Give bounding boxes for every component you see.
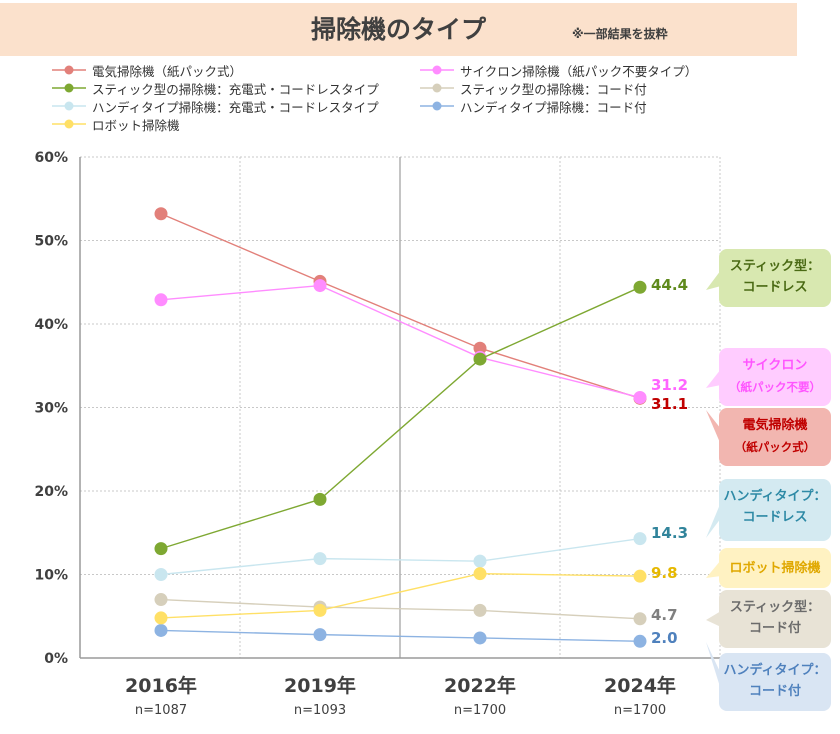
callout-line-1: サイクロン: [742, 358, 808, 373]
legend-label: ハンディタイプ掃除機：充電式・コードレスタイプ: [92, 100, 379, 115]
series-line: [160, 572, 641, 619]
callout-pointer: [706, 560, 721, 578]
legend-marker: [420, 101, 454, 111]
data-label: 44.4: [651, 276, 688, 294]
series-callout: ハンディタイプ： コード付: [719, 653, 831, 711]
callout-line-1: ハンディタイプ：: [723, 663, 827, 678]
legend-marker: [52, 119, 86, 129]
data-point: [633, 532, 647, 546]
series-line: [160, 213, 641, 399]
data-point: [473, 567, 487, 581]
chart-title: 掃除機のタイプ: [310, 15, 486, 44]
data-label: 2.0: [651, 629, 678, 647]
x-tick-label: 2019年: [284, 674, 356, 697]
data-point: [633, 569, 647, 583]
callout-pointer: [706, 369, 721, 388]
excerpt-note: ※一部結果を抜粋: [572, 27, 668, 41]
callout-pointer: [706, 410, 721, 445]
data-point: [633, 280, 647, 294]
data-point: [154, 542, 168, 556]
legend-marker: [420, 83, 454, 93]
title-band: [0, 3, 797, 56]
callout-pointer: [706, 502, 721, 538]
callout-line-1: スティック型：: [729, 259, 821, 274]
callout-line-2: コードレス: [742, 280, 808, 295]
y-tick-label: 30%: [34, 401, 68, 417]
series-line: [160, 286, 641, 550]
series-callout: スティック型： コード付: [719, 590, 831, 648]
sample-size-label: n=1087: [135, 703, 187, 718]
data-point: [473, 554, 487, 568]
legend-label: 電気掃除機（紙パック式）: [92, 64, 243, 79]
sample-size-label: n=1700: [454, 703, 506, 718]
data-point: [154, 207, 168, 221]
x-tick-label: 2024年: [604, 674, 676, 697]
callout-pointer: [706, 270, 721, 290]
legend-label: スティック型の掃除機：コード付: [460, 82, 647, 97]
series-line: [160, 598, 641, 620]
series-callout: サイクロン （紙パック不要）: [719, 348, 831, 406]
data-point: [633, 390, 647, 404]
data-point: [154, 593, 168, 607]
data-point: [633, 612, 647, 626]
series-line: [160, 537, 641, 576]
data-label: 31.2: [651, 376, 688, 394]
legend-marker: [420, 65, 454, 75]
legend-label: スティック型の掃除機：充電式・コードレスタイプ: [92, 82, 379, 97]
callout-line-2: コード付: [748, 621, 801, 636]
series-callout: ロボット掃除機: [719, 548, 831, 588]
callout-line-1: 電気掃除機: [742, 418, 808, 433]
data-label: 9.8: [651, 564, 678, 582]
data-point: [313, 552, 327, 566]
callout-line-2: コードレス: [742, 510, 808, 525]
data-point: [473, 341, 487, 355]
legend-marker: [52, 83, 86, 93]
y-tick-label: 20%: [34, 484, 68, 500]
series-callout: ハンディタイプ： コードレス: [719, 479, 831, 541]
data-label: 31.1: [651, 395, 688, 413]
data-point: [154, 293, 168, 307]
callout-pointer: [706, 642, 721, 690]
callout-line-2: （紙パック不要）: [729, 380, 821, 394]
data-point: [473, 603, 487, 617]
callout-line-1: ロボット掃除機: [729, 561, 821, 576]
legend-label: サイクロン掃除機（紙パック不要タイプ）: [460, 64, 698, 79]
y-tick-label: 0%: [44, 651, 68, 667]
y-tick-label: 40%: [34, 317, 68, 333]
callout-pointer: [706, 611, 721, 627]
callout-line-2: コード付: [748, 684, 801, 699]
x-tick-label: 2016年: [125, 674, 197, 697]
data-label: 14.3: [651, 524, 688, 542]
legend-label: ハンディタイプ掃除機：コード付: [460, 100, 647, 115]
data-point: [313, 492, 327, 506]
sample-size-label: n=1700: [614, 703, 666, 718]
data-point: [154, 568, 168, 581]
data-point: [154, 611, 168, 625]
data-point: [473, 352, 487, 366]
series-callout: 電気掃除機 （紙パック式）: [719, 408, 831, 466]
data-point: [473, 631, 487, 645]
data-point: [633, 634, 647, 648]
legend-label: ロボット掃除機: [92, 118, 180, 133]
callout-line-1: ハンディタイプ：: [723, 489, 827, 504]
series-line: [160, 284, 641, 399]
legend-marker: [52, 65, 86, 75]
y-tick-label: 10%: [34, 568, 68, 584]
x-tick-label: 2022年: [444, 674, 516, 697]
y-tick-label: 60%: [34, 150, 68, 166]
legend-marker: [52, 101, 86, 111]
data-point: [313, 279, 327, 293]
series-line: [160, 629, 641, 642]
data-point: [313, 628, 327, 642]
data-label: 4.7: [651, 606, 678, 624]
y-tick-label: 50%: [34, 234, 68, 250]
series-callout: スティック型： コードレス: [719, 249, 831, 307]
callout-line-2: （紙パック式）: [734, 440, 816, 454]
data-point: [313, 603, 327, 617]
sample-size-label: n=1093: [294, 703, 346, 718]
data-point: [154, 623, 168, 637]
callout-line-1: スティック型：: [729, 600, 821, 615]
